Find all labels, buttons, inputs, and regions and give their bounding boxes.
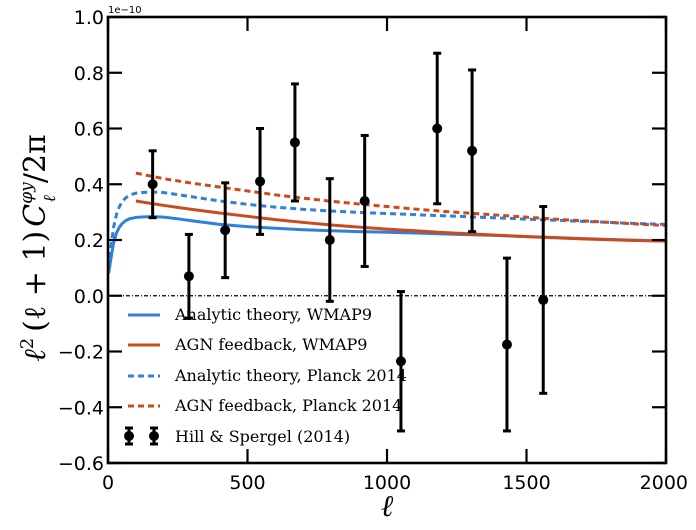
data-point-9 — [467, 68, 478, 234]
data-point-8 — [432, 51, 443, 206]
legend-entry-hill-spergel: Hill & Spergel (2014) — [124, 426, 350, 446]
y-axis-label-ell: ℓ — [18, 349, 53, 362]
data-point-7 — [395, 290, 406, 433]
marker — [183, 271, 194, 282]
marker — [467, 145, 478, 156]
axis-offset-label: 1e−10 — [108, 5, 142, 16]
marker — [432, 123, 443, 134]
y-tick-label: −0.4 — [58, 397, 104, 419]
x-tick-label: 1500 — [502, 472, 550, 494]
marker — [220, 225, 231, 236]
legend: Analytic theory, WMAP9 AGN feedback, WMA… — [124, 305, 407, 446]
svg-text:Analytic theory, WMAP9: Analytic theory, WMAP9 — [174, 305, 372, 324]
y-axis-label-factor: (ℓ + 1) — [18, 231, 53, 332]
points-layer — [147, 51, 549, 433]
marker — [395, 356, 406, 367]
x-tick-label: 0 — [102, 472, 114, 494]
data-point-11 — [538, 205, 549, 395]
y-axis-label-over: /2π — [18, 134, 53, 183]
y-axis-label-superscript: φy — [17, 182, 37, 204]
x-tick-label: 500 — [229, 472, 265, 494]
legend-entry-analytic-wmap9: Analytic theory, WMAP9 — [128, 305, 372, 324]
ticks-layer — [106, 15, 668, 465]
data-point-1 — [183, 232, 194, 320]
data-point-6 — [359, 133, 370, 268]
marker — [255, 176, 266, 187]
y-tick-label: 1.0 — [74, 7, 104, 29]
tick-labels-layer: 0 500 1000 1500 2000 −0.6 −0.4 −0.2 0.0 0.2 0.4 0.6… — [58, 7, 688, 494]
y-tick-label: −0.6 — [58, 453, 104, 475]
y-axis-label-c: C — [18, 204, 53, 227]
marker — [324, 235, 335, 245]
y-tick-label: 0.0 — [74, 286, 104, 308]
marker — [501, 339, 512, 350]
series-line-2 — [107, 190, 667, 269]
legend-entry-agn-planck: AGN feedback, Planck 2014 — [128, 396, 402, 415]
marker — [359, 195, 370, 206]
data-point-10 — [501, 256, 512, 433]
y-tick-label: 0.6 — [74, 119, 104, 141]
svg-text:AGN feedback, Planck 2014: AGN feedback, Planck 2014 — [174, 396, 402, 415]
y-tick-label: 0.2 — [74, 230, 104, 252]
svg-text:Hill & Spergel (2014): Hill & Spergel (2014) — [175, 427, 350, 446]
data-point-3 — [255, 127, 266, 236]
marker — [538, 294, 549, 305]
y-tick-label: 0.8 — [74, 63, 104, 85]
x-tick-label: 2000 — [640, 472, 688, 494]
y-tick-label: 0.4 — [74, 174, 104, 196]
legend-entry-agn-wmap9: AGN feedback, WMAP9 — [128, 335, 367, 354]
y-axis-label: ℓ2(ℓ + 1)Cφy ℓ/2π — [17, 134, 60, 362]
svg-text:AGN feedback, WMAP9: AGN feedback, WMAP9 — [174, 335, 367, 354]
data-point-0 — [147, 149, 158, 220]
svg-text:Analytic theory, Planck 2014: Analytic theory, Planck 2014 — [174, 366, 407, 385]
data-point-5 — [324, 177, 335, 303]
y-axis-label-subscript: ℓ — [40, 195, 60, 202]
series-line-3 — [135, 171, 667, 228]
x-tick-label: 1000 — [363, 472, 411, 494]
marker — [289, 137, 300, 148]
data-point-4 — [289, 82, 300, 203]
y-axis-label-square: 2 — [17, 338, 38, 349]
x-axis-label: ℓ — [381, 489, 394, 524]
legend-entry-analytic-planck: Analytic theory, Planck 2014 — [128, 366, 407, 385]
data-point-2 — [220, 181, 231, 280]
marker — [147, 179, 158, 190]
y-tick-label: −0.2 — [58, 342, 104, 364]
